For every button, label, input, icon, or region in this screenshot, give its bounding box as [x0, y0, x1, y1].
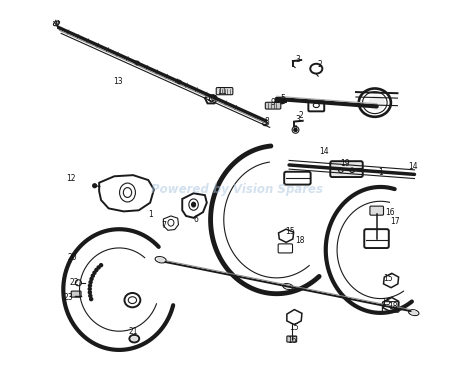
Text: 21: 21 — [128, 327, 138, 335]
Circle shape — [294, 128, 297, 132]
Text: 4: 4 — [293, 125, 298, 133]
Circle shape — [90, 277, 93, 280]
Text: 19: 19 — [340, 158, 349, 168]
Text: 15: 15 — [383, 274, 393, 283]
Text: 5: 5 — [280, 94, 285, 103]
Text: 15: 15 — [382, 298, 391, 307]
Circle shape — [93, 271, 96, 274]
Ellipse shape — [411, 311, 417, 315]
Circle shape — [89, 281, 92, 284]
FancyBboxPatch shape — [265, 102, 281, 109]
Circle shape — [89, 294, 92, 297]
Text: 16: 16 — [287, 336, 297, 345]
Text: 17: 17 — [390, 217, 400, 226]
Ellipse shape — [132, 337, 137, 341]
Text: 18: 18 — [388, 302, 397, 311]
Ellipse shape — [191, 202, 195, 207]
Text: 13: 13 — [113, 77, 123, 86]
FancyBboxPatch shape — [330, 161, 363, 177]
Text: 2: 2 — [299, 111, 303, 121]
Text: 15: 15 — [285, 227, 295, 235]
FancyBboxPatch shape — [287, 336, 297, 342]
Text: 9: 9 — [271, 98, 275, 107]
Text: 3: 3 — [295, 115, 300, 124]
Ellipse shape — [285, 285, 291, 288]
FancyBboxPatch shape — [370, 206, 383, 215]
Circle shape — [89, 284, 91, 287]
Text: 1: 1 — [148, 210, 153, 219]
Text: 14: 14 — [408, 162, 418, 171]
Text: 6: 6 — [193, 215, 198, 224]
Text: 7: 7 — [161, 221, 166, 230]
Text: 15: 15 — [289, 323, 299, 332]
Text: 10: 10 — [206, 94, 215, 103]
Text: 22: 22 — [69, 277, 79, 287]
Text: 18: 18 — [296, 236, 305, 245]
Circle shape — [88, 291, 91, 294]
Text: 1: 1 — [378, 168, 383, 177]
Circle shape — [93, 184, 97, 188]
Text: 2: 2 — [318, 60, 322, 69]
Circle shape — [275, 100, 279, 103]
Circle shape — [97, 266, 100, 269]
Text: 20: 20 — [68, 253, 78, 262]
Circle shape — [91, 274, 94, 277]
Circle shape — [95, 268, 98, 271]
Text: 12: 12 — [66, 174, 75, 183]
Text: 14: 14 — [319, 147, 328, 156]
FancyBboxPatch shape — [216, 88, 233, 95]
Ellipse shape — [369, 96, 384, 110]
Text: 23: 23 — [63, 293, 73, 302]
FancyBboxPatch shape — [71, 291, 81, 297]
Ellipse shape — [158, 258, 164, 262]
Text: 3: 3 — [295, 55, 300, 64]
Text: 8: 8 — [265, 117, 270, 126]
Circle shape — [88, 287, 91, 290]
Text: 16: 16 — [385, 208, 395, 217]
Text: 11: 11 — [217, 87, 227, 96]
Circle shape — [90, 298, 93, 301]
Text: Powered by Vision Spares: Powered by Vision Spares — [151, 183, 323, 196]
Circle shape — [100, 264, 102, 267]
